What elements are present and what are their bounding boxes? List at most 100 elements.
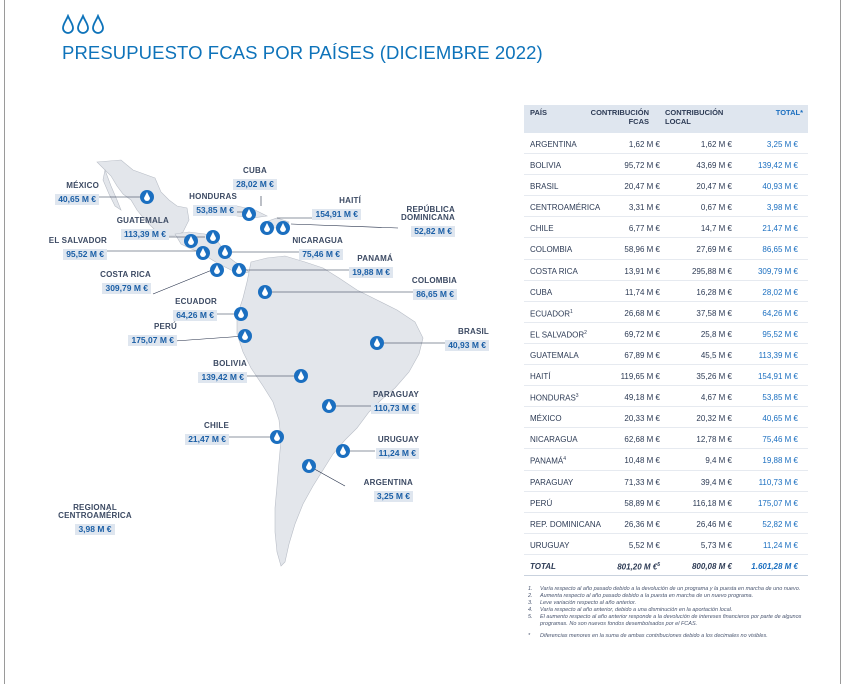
label-haiti: HAITÍ 154,91 M €: [305, 197, 361, 221]
cell-pais: NICARAGUA: [530, 435, 578, 445]
footnote: 4. Varía respecto al año anterior, debido…: [528, 607, 733, 614]
page-frame: PRESUPUESTO FCAS POR PAÍSES (DICIEMBRE 2…: [4, 0, 841, 684]
cell-total: 19,88 M €: [762, 456, 798, 466]
cell-local: 43,69 M €: [696, 161, 732, 171]
table-row: CUBA 11,74 M € 16,28 M € 28,02 M €: [524, 281, 808, 302]
table-row: PERÚ 58,89 M € 116,18 M € 175,07 M €: [524, 492, 808, 513]
cell-fcas: 1,62 M €: [628, 140, 660, 149]
cell-total: 11,24 M €: [763, 540, 798, 550]
label-peru: PERÚ 175,07 M €: [117, 323, 177, 347]
cell-total: 52,82 M €: [762, 519, 798, 529]
cell-pais: COSTA RICA: [530, 266, 578, 276]
cell-pais: ARGENTINA: [530, 140, 577, 149]
cell-local: 5,73 M €: [700, 540, 732, 550]
cell-total: 86,65 M €: [762, 245, 798, 255]
header-pais: PAÍS: [530, 108, 547, 117]
table-row: REP. DOMINICANA 26,36 M € 26,46 M € 52,82 M…: [524, 513, 808, 534]
table-header: PAÍS CONTRIBUCIÓN FCAS CONTRIBUCIÓN LOCA…: [524, 105, 808, 133]
table-row: GUATEMALA 67,89 M € 45,5 M € 113,39 M €: [524, 344, 808, 366]
cell-fcas: 13,91 M €: [624, 266, 660, 276]
label-rep-dominicana: REPÚBLICA DOMINICANA 52,82 M €: [401, 205, 455, 237]
cell-local: 37,58 M €: [696, 308, 732, 318]
label-uruguay: URUGUAY 11,24 M €: [365, 436, 419, 460]
cell-local: 0,67 M €: [700, 203, 732, 213]
cell-pais: ECUADOR1: [530, 308, 573, 319]
cell-total: 154,91 M €: [757, 372, 798, 382]
cell-pais: CENTROAMÉRICA: [530, 203, 601, 213]
label-paraguay: PARAGUAY 110,73 M €: [370, 390, 419, 414]
cell-local: 9,4 M €: [705, 456, 732, 466]
cell-fcas: 6,77 M €: [628, 224, 660, 234]
cell-fcas: 62,68 M €: [624, 435, 660, 445]
cell-fcas: 67,89 M €: [624, 350, 660, 360]
cell-total: 53,85 M €: [762, 393, 798, 403]
cell-pais: COLOMBIA: [530, 245, 573, 255]
cell-pais: REP. DOMINICANA: [530, 519, 601, 529]
cell-pais: URUGUAY: [530, 540, 570, 550]
table-row: HONDURAS3 49,18 M € 4,67 M € 53,85 M €: [524, 386, 808, 408]
cell-local: 295,88 M €: [691, 266, 732, 276]
table-row: BOLIVIA 95,72 M € 43,69 M € 139,42 M €: [524, 154, 808, 176]
header-total: TOTAL*: [775, 108, 803, 117]
cell-total: 40,93 M €: [762, 182, 798, 192]
cell-fcas: 49,18 M €: [624, 393, 660, 403]
table-body: ARGENTINA 1,62 M € 1,62 M € 3,25 M € BOLIVIA…: [524, 133, 808, 555]
cell-local: 45,5 M €: [700, 350, 732, 360]
header-contribucion-fcas: CONTRIBUCIÓN FCAS: [590, 108, 649, 126]
cell-pais: CHILE: [530, 224, 554, 234]
cell-fcas: 95,72 M €: [624, 161, 660, 171]
cell-local: 39,4 M €: [700, 477, 732, 487]
cell-pais: PERÚ: [530, 498, 553, 508]
table-row: PANAMÁ4 10,48 M € 9,4 M € 19,88 M €: [524, 449, 808, 471]
budget-table: PAÍS CONTRIBUCIÓN FCAS CONTRIBUCIÓN LOCA…: [524, 105, 808, 576]
cell-fcas: 5,52 M €: [628, 540, 660, 550]
cell-local: 35,26 M €: [696, 372, 732, 382]
cell-local: 20,47 M €: [696, 182, 732, 192]
total-total: 1.601,28 M €: [751, 561, 798, 571]
label-panama: PANAMÁ 19,88 M €: [345, 255, 393, 279]
label-guatemala: GUATEMALA 113,39 M €: [116, 216, 169, 240]
cell-pais: HONDURAS3: [530, 393, 579, 403]
table-row: ARGENTINA 1,62 M € 1,62 M € 3,25 M €: [524, 133, 808, 155]
cell-pais: CUBA: [530, 287, 553, 297]
cell-pais: HAITÍ: [530, 372, 551, 382]
label-nicaragua: NICARAGUA 75,46 M €: [292, 236, 343, 260]
cell-fcas: 58,96 M €: [624, 245, 660, 255]
cell-total: 3,98 M €: [766, 203, 798, 213]
label-cuba: CUBA 28,02 M €: [227, 167, 283, 191]
label-brasil: BRASIL 40,93 M €: [433, 328, 489, 352]
cell-fcas: 3,31 M €: [628, 203, 660, 213]
table-row: CENTROAMÉRICA 3,31 M € 0,67 M € 3,98 M €: [524, 196, 808, 218]
map: MÉXICO 40,65 M € CUBA 28,02 M € HONDURAS 53…: [5, 0, 525, 684]
cell-total: 40,65 M €: [762, 414, 798, 424]
cell-total: 75,46 M €: [762, 435, 798, 445]
cell-fcas: 20,47 M €: [624, 182, 660, 192]
cell-total: 110,73 M €: [758, 477, 798, 487]
label-ecuador: ECUADOR 64,26 M €: [173, 297, 217, 321]
cell-local: 1,62 M €: [700, 140, 732, 149]
label-regional-centroamerica: REGIONAL CENTROAMÉRICA 3,98 M €: [58, 503, 132, 535]
total-fcas: 801,20 M €5: [617, 561, 660, 572]
cell-total: 113,39 M €: [758, 350, 798, 360]
cell-pais: PANAMÁ4: [530, 456, 566, 467]
label-costa-rica: COSTA RICA 309,79 M €: [100, 270, 151, 294]
label-colombia: COLOMBIA 86,65 M €: [411, 276, 457, 300]
cell-pais: MÉXICO: [530, 414, 562, 424]
label-chile: CHILE 21,47 M €: [173, 422, 229, 446]
cell-local: 14,7 M €: [700, 224, 732, 234]
cell-fcas: 69,72 M €: [624, 329, 660, 339]
cell-pais: BRASIL: [530, 182, 559, 192]
cell-fcas: 26,68 M €: [624, 308, 660, 318]
label-bolivia: BOLIVIA 139,42 M €: [185, 360, 247, 384]
table-row: COLOMBIA 58,96 M € 27,69 M € 86,65 M €: [524, 238, 808, 260]
header-contribucion-local: CONTRIBUCIÓN LOCAL: [665, 108, 724, 126]
footnote: 2. Aumenta respecto al año pasado debido …: [528, 593, 754, 600]
table-row: CHILE 6,77 M € 14,7 M € 21,47 M €: [524, 217, 808, 239]
cell-total: 3,25 M €: [766, 140, 798, 149]
cell-fcas: 26,36 M €: [624, 519, 660, 529]
cell-pais: BOLIVIA: [530, 161, 562, 171]
table-row: ECUADOR1 26,68 M € 37,58 M € 64,26 M €: [524, 302, 808, 323]
footnote: 5. El aumento respecto al año anterior re…: [528, 614, 802, 628]
total-label: TOTAL: [530, 561, 556, 571]
cell-total: 139,42 M €: [757, 161, 798, 171]
